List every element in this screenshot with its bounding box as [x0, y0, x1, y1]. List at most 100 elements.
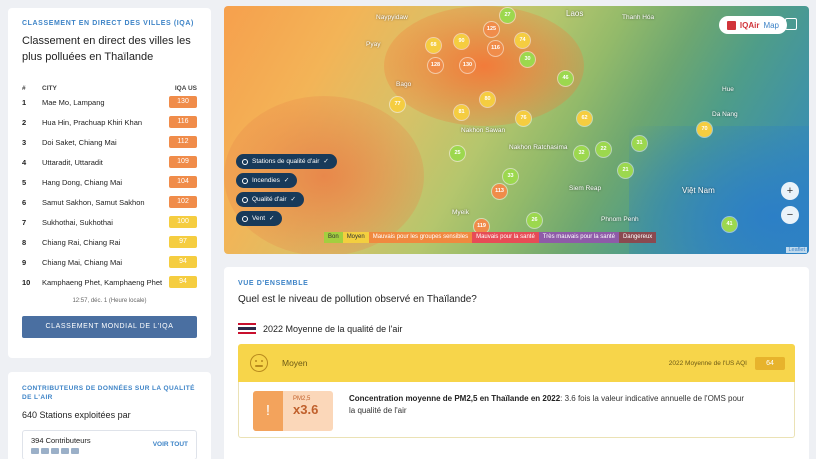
layer-label: Incendies: [252, 177, 280, 184]
station-marker[interactable]: 41: [722, 217, 737, 232]
city-name[interactable]: Chiang Mai, Chiang Mai: [42, 257, 123, 267]
station-marker[interactable]: 70: [697, 122, 712, 137]
station-marker[interactable]: 22: [596, 142, 611, 157]
station-marker[interactable]: 33: [503, 169, 518, 184]
city-name[interactable]: Mae Mo, Lampang: [42, 97, 105, 107]
station-marker[interactable]: 27: [500, 8, 515, 23]
contributors-count: 394 Contributeurs: [31, 436, 91, 445]
station-marker[interactable]: 46: [558, 71, 573, 86]
station-marker[interactable]: 32: [574, 146, 589, 161]
city-name[interactable]: Kamphaeng Phet, Kamphaeng Phet: [42, 277, 163, 287]
layer-toggle[interactable]: Incendies ✓: [236, 173, 298, 188]
layer-toggle[interactable]: Stations de qualité d'air ✓: [236, 154, 337, 169]
city-ranking-card: CLASSEMENT EN DIRECT DES VILLES (IQA) Cl…: [8, 8, 211, 358]
ranking-row[interactable]: 9 Chiang Mai, Chiang Mai 94: [22, 252, 197, 272]
map-place-label: Naypyidaw: [376, 14, 408, 21]
leaflet-attribution[interactable]: Leaflet: [786, 247, 807, 253]
aqi-badge: 109: [169, 156, 197, 168]
ranking-row[interactable]: 3 Doi Saket, Chiang Mai 112: [22, 132, 197, 152]
station-marker[interactable]: 21: [618, 163, 633, 178]
aqi-badge: 100: [169, 216, 197, 228]
map-place-label: Bago: [396, 81, 412, 88]
station-marker[interactable]: 128: [428, 58, 443, 73]
station-marker[interactable]: 76: [516, 111, 531, 126]
see-all-link[interactable]: VOIR TOUT: [152, 441, 188, 448]
map-place-label: Hue: [722, 86, 734, 93]
station-marker[interactable]: 77: [390, 97, 405, 112]
iqair-map-logo[interactable]: IQAir Map: [718, 16, 787, 34]
aqi-badge: 112: [169, 136, 197, 148]
layer-toggle[interactable]: Vent ✓: [236, 211, 283, 226]
contributor-logos: [31, 448, 188, 454]
map-place-label: Pyay: [366, 41, 381, 48]
map-place-label: Da Nang: [712, 111, 738, 118]
station-marker[interactable]: 62: [577, 111, 592, 126]
zoom-in-button[interactable]: +: [781, 182, 799, 200]
contributors-box[interactable]: 394 Contributeurs VOIR TOUT: [22, 430, 197, 459]
legend-item: Moyen: [342, 232, 369, 243]
swiss-flag-icon: [726, 20, 736, 30]
layer-toggle[interactable]: Qualité d'air ✓: [236, 192, 304, 207]
station-icon: [242, 158, 248, 165]
city-name[interactable]: Samut Sakhon, Samut Sakhon: [42, 197, 145, 207]
brand-name: IQAir: [739, 20, 760, 30]
station-marker[interactable]: 90: [454, 34, 469, 49]
station-marker[interactable]: 81: [454, 105, 469, 120]
city-name[interactable]: Hang Dong, Chiang Mai: [42, 177, 123, 187]
ranking-row[interactable]: 8 Chiang Rai, Chiang Rai 97: [22, 232, 197, 252]
ranking-row[interactable]: 5 Hang Dong, Chiang Mai 104: [22, 172, 197, 192]
rank-number: 3: [22, 137, 27, 147]
ranking-row[interactable]: 2 Hua Hin, Prachuap Khiri Khan 116: [22, 112, 197, 132]
station-marker[interactable]: 116: [488, 41, 503, 56]
city-name[interactable]: Uttaradit, Uttaradit: [42, 157, 103, 167]
contributors-stations: 640 Stations exploitées par: [22, 410, 131, 420]
air-quality-map[interactable]: Laos Naypyidaw Thanh Hóa Pyay Bago Hue Da Nang…: [224, 6, 809, 254]
station-marker[interactable]: 119: [474, 219, 489, 234]
yearly-average-label: 2022 Moyenne de la qualité de l'air: [263, 323, 403, 334]
world-ranking-button[interactable]: CLASSEMENT MONDIAL DE L'IQA: [22, 316, 197, 338]
aqi-badge: 104: [169, 176, 197, 188]
station-marker[interactable]: 125: [484, 22, 499, 37]
contributors-card: CONTRIBUTEURS DE DONNÉES SUR LA QUALITÉ …: [8, 372, 211, 459]
station-marker[interactable]: 31: [632, 136, 647, 151]
city-name[interactable]: Sukhothai, Sukhothai: [42, 217, 113, 227]
pm25-badge: ! PM2,5 x3.6: [253, 391, 333, 431]
map-place-label: Nakhon Sawan: [461, 127, 506, 134]
rank-number: 9: [22, 257, 27, 267]
city-name[interactable]: Hua Hin, Prachuap Khiri Khan: [42, 117, 143, 127]
ranking-row[interactable]: 6 Samut Sakhon, Samut Sakhon 102: [22, 192, 197, 212]
overview-tag: VUE D'ENSEMBLE: [238, 280, 309, 287]
station-marker[interactable]: 130: [460, 58, 475, 73]
overview-card: VUE D'ENSEMBLE Quel est le niveau de pol…: [224, 267, 809, 459]
ranking-tag: CLASSEMENT EN DIRECT DES VILLES (IQA): [22, 20, 194, 27]
map-place-label: Laos: [566, 9, 584, 18]
fire-icon: [242, 177, 248, 184]
pm25-factor: x3.6: [293, 402, 319, 417]
map-place-label: Phnom Penh: [601, 216, 639, 223]
station-marker[interactable]: 25: [450, 146, 465, 161]
station-marker[interactable]: 30: [520, 52, 535, 67]
ranking-row[interactable]: 1 Mae Mo, Lampang 130: [22, 92, 197, 112]
warning-icon: !: [253, 391, 283, 431]
aqi-level-band: Moyen 2022 Moyenne de l'US AQI 64: [238, 344, 795, 382]
ranking-list: 1 Mae Mo, Lampang 130 2 Hua Hin, Prachuap…: [22, 92, 197, 292]
station-marker[interactable]: 68: [426, 38, 441, 53]
station-marker[interactable]: 113: [492, 184, 507, 199]
station-marker[interactable]: 80: [480, 92, 495, 107]
ranking-row[interactable]: 7 Sukhothai, Sukhothai 100: [22, 212, 197, 232]
fullscreen-icon[interactable]: [785, 18, 797, 30]
checkmark-icon: ✓: [290, 196, 296, 203]
city-name[interactable]: Doi Saket, Chiang Mai: [42, 137, 117, 147]
ranking-row[interactable]: 10 Kamphaeng Phet, Kamphaeng Phet 94: [22, 272, 197, 292]
city-name[interactable]: Chiang Rai, Chiang Rai: [42, 237, 121, 247]
pm25-label: PM2,5: [293, 396, 311, 402]
station-marker[interactable]: 74: [515, 33, 530, 48]
aqi-badge: 130: [169, 96, 197, 108]
checkmark-icon: ✓: [283, 177, 290, 184]
zoom-out-button[interactable]: −: [781, 206, 799, 224]
map-place-label: Nakhon Ratchasima: [509, 144, 568, 151]
station-marker[interactable]: 26: [527, 213, 542, 228]
aqi-layer-icon: [242, 196, 248, 203]
ranking-row[interactable]: 4 Uttaradit, Uttaradit 109: [22, 152, 197, 172]
